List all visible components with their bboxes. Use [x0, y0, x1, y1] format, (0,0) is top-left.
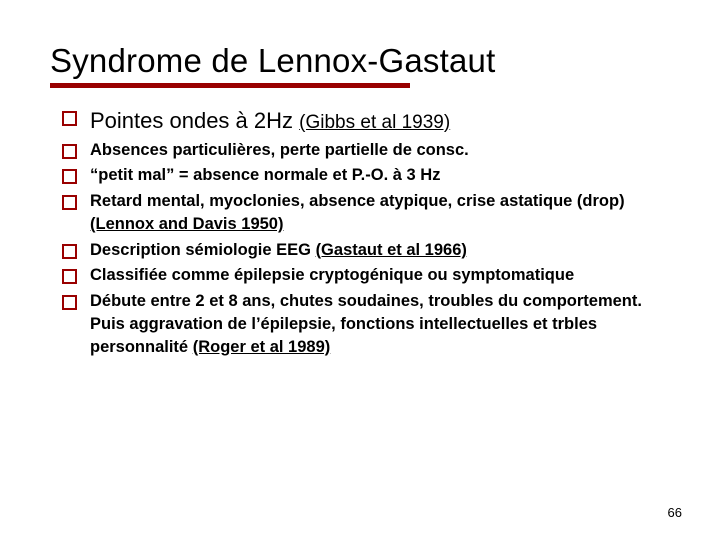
page-number: 66: [668, 505, 682, 520]
bullet-item: “petit mal” = absence normale et P.-O. à…: [56, 164, 670, 187]
bullet-text: “petit mal” = absence normale et P.-O. à…: [90, 166, 440, 184]
bullet-text: Description sémiologie EEG: [90, 241, 316, 259]
citation: (Gibbs et al 1939): [299, 112, 450, 133]
bullet-text: Pointes ondes à 2Hz: [90, 108, 299, 133]
bullet-item: Description sémiologie EEG (Gastaut et a…: [56, 239, 670, 262]
bullet-item: Retard mental, myoclonies, absence atypi…: [56, 190, 670, 236]
bullet-text: Débute entre 2 et 8 ans, chutes soudaine…: [90, 292, 642, 356]
citation: (Lennox and Davis 1950): [90, 215, 283, 233]
title-block: Syndrome de Lennox-Gastaut: [50, 42, 670, 88]
citation: (Roger et al 1989): [193, 338, 331, 356]
bullet-text: Retard mental, myoclonies, absence atypi…: [90, 192, 625, 210]
citation: (Gastaut et al 1966): [316, 241, 467, 259]
slide-container: Syndrome de Lennox-Gastaut Pointes ondes…: [0, 0, 720, 382]
slide-title: Syndrome de Lennox-Gastaut: [50, 42, 670, 80]
bullet-item: Pointes ondes à 2Hz (Gibbs et al 1939): [56, 106, 670, 136]
bullet-item: Classifiée comme épilepsie cryptogénique…: [56, 264, 670, 287]
bullet-item: Débute entre 2 et 8 ans, chutes soudaine…: [56, 290, 670, 358]
bullet-text: Absences particulières, perte partielle …: [90, 141, 469, 159]
bullet-text: Classifiée comme épilepsie cryptogénique…: [90, 266, 574, 284]
bullet-list: Pointes ondes à 2Hz (Gibbs et al 1939) A…: [50, 106, 670, 359]
bullet-item: Absences particulières, perte partielle …: [56, 139, 670, 162]
title-underline: [50, 83, 410, 88]
